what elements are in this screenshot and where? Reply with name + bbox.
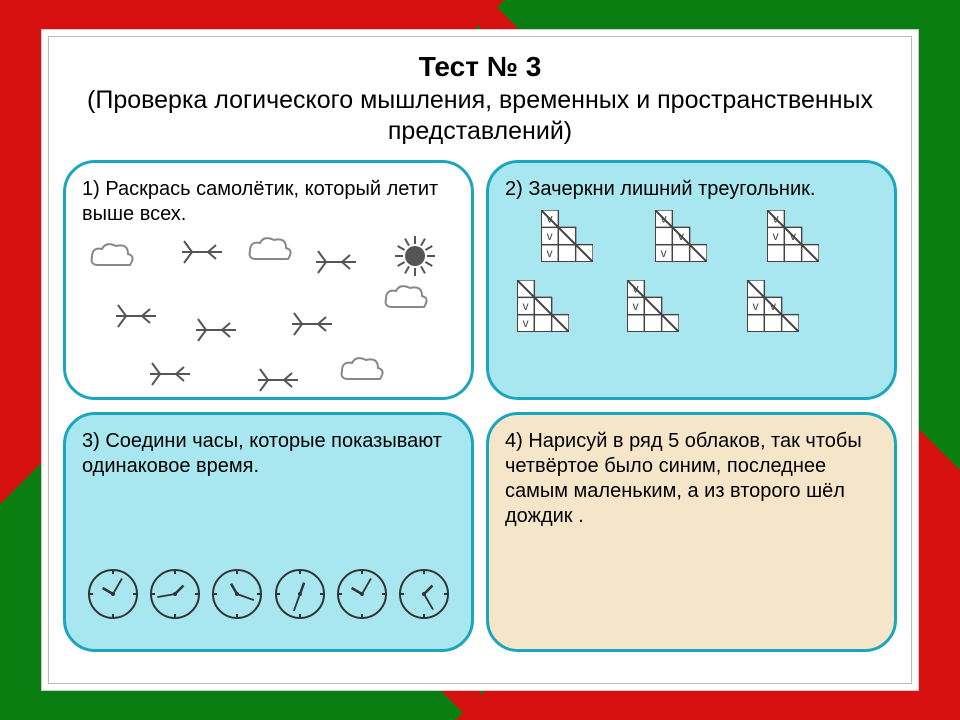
svg-text:v: v [753, 298, 759, 312]
cloud-icon [246, 235, 294, 265]
q2-text: 2) Зачеркни лишний треугольник. [505, 177, 878, 202]
page-subtitle: (Проверка логического мышления, временны… [63, 85, 897, 148]
q2-illustration: vvvvvvvvvvvvvvv [505, 210, 878, 387]
airplane-icon [178, 235, 228, 269]
clock-icon [273, 567, 327, 621]
airplane-icon [288, 307, 338, 341]
q4-illustration [505, 537, 878, 639]
card-q2: 2) Зачеркни лишний треугольник. vvvvvvvv… [486, 160, 897, 400]
sun-icon [392, 233, 438, 279]
q3-text: 3) Соедини часы, которые показывают один… [82, 429, 455, 479]
clock-icon [397, 567, 451, 621]
svg-text:v: v [661, 246, 667, 260]
card-q4: 4) Нарисуй в ряд 5 облаков, так чтобы че… [486, 412, 897, 652]
airplane-icon [146, 357, 196, 391]
triangle-grid: vv [747, 280, 799, 332]
card-q1: 1) Раскрась самолётик, который летит выш… [63, 160, 474, 400]
cloud-icon [88, 241, 136, 271]
clock-icon [335, 567, 389, 621]
clock-icon [86, 567, 140, 621]
airplane-icon [254, 363, 304, 397]
clock-icon [210, 567, 264, 621]
cloud-icon [338, 355, 386, 385]
triangle-grid: vv [517, 280, 569, 332]
svg-text:v: v [633, 298, 639, 312]
worksheet-frame: Тест № 3 (Проверка логического мышления,… [48, 36, 912, 684]
cloud-icon [382, 283, 430, 313]
triangle-grid: vvv [655, 210, 707, 262]
airplane-icon [112, 299, 162, 333]
page-title: Тест № 3 [63, 51, 897, 83]
triangle-grid: vvv [767, 210, 819, 262]
q1-illustration [82, 235, 455, 387]
svg-text:v: v [547, 246, 553, 260]
triangle-grid: vvv [541, 210, 593, 262]
svg-text:v: v [523, 316, 529, 330]
q1-text: 1) Раскрась самолётик, который летит выш… [82, 177, 455, 227]
card-q3: 3) Соедини часы, которые показывают один… [63, 412, 474, 652]
triangle-grid: vv [627, 280, 679, 332]
svg-text:v: v [773, 228, 779, 242]
svg-text:v: v [523, 298, 529, 312]
question-grid: 1) Раскрась самолётик, который летит выш… [63, 160, 897, 652]
q3-illustration [82, 487, 455, 639]
svg-text:v: v [547, 228, 553, 242]
airplane-icon [192, 313, 242, 347]
q4-text: 4) Нарисуй в ряд 5 облаков, так чтобы че… [505, 429, 878, 529]
airplane-icon [312, 245, 362, 279]
clock-icon [148, 567, 202, 621]
clock-row [86, 567, 451, 621]
